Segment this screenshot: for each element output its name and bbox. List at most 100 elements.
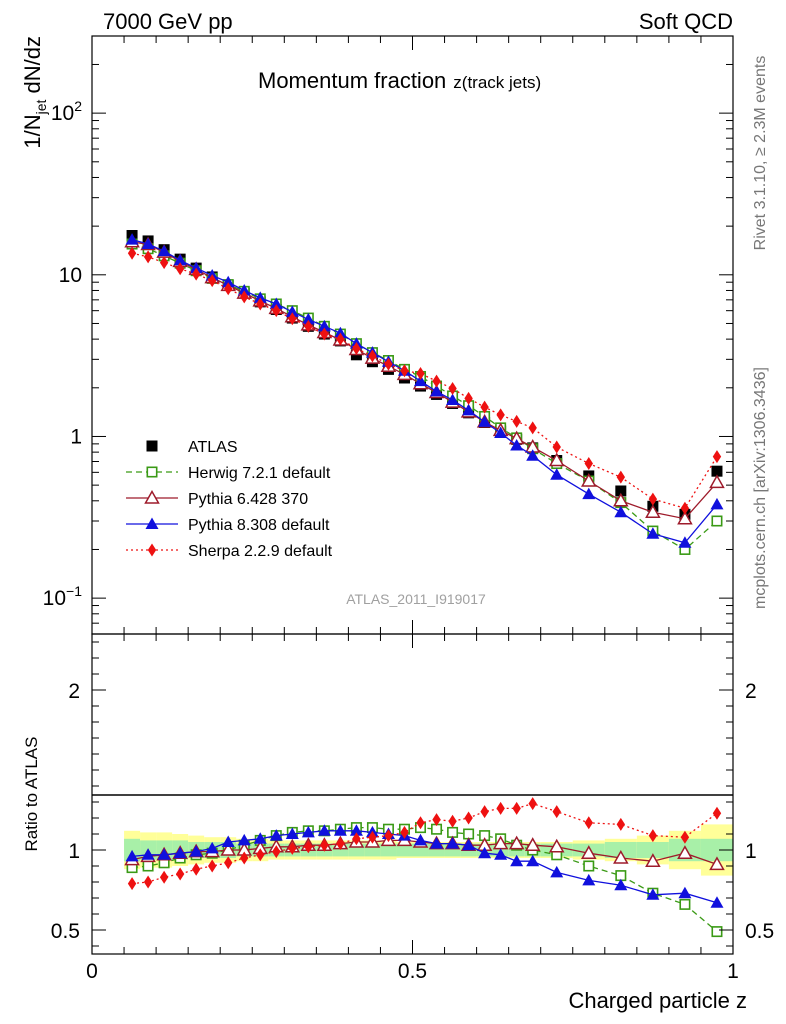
ratio-series-2-point (349, 824, 363, 836)
main-series-3-point (494, 426, 508, 439)
main-series-4-point (240, 290, 249, 304)
main-y-tick-label: 1 (70, 425, 82, 448)
main-series-4-point (552, 440, 561, 454)
legend: ATLAS Herwig 7.2.1 default Pythia 6.428 37… (126, 439, 333, 560)
main-series-4-point (127, 246, 137, 260)
ratio-series-2-point (582, 873, 596, 886)
main-y-label-pre: 1/N (20, 114, 45, 148)
main-series-3-point (189, 261, 203, 274)
ratio-series-3-point (528, 797, 537, 811)
main-series-4-point (496, 408, 505, 422)
main-series-3-point (710, 497, 724, 510)
main-series-0-point (615, 485, 627, 497)
ratio-y-tick-label-right: 1 (745, 840, 757, 863)
main-series-3-point (526, 449, 540, 461)
main-title: Momentum fraction z(track jets) (258, 68, 541, 93)
main-series-4-point (304, 319, 313, 333)
legend-entry-4-label: Sherpa 2.2.9 default (188, 543, 333, 560)
main-series-3-point (221, 275, 235, 288)
main-series-4-point (584, 457, 593, 471)
main-series-3-point (141, 237, 155, 250)
ratio-series-0-point (142, 860, 154, 872)
main-series-4-point (480, 400, 489, 414)
ratio-series-1-point (709, 856, 725, 871)
ratio-y-tick-label-left: 1 (68, 840, 80, 863)
ratio-series-0-point (711, 926, 723, 938)
ratio-series-3-point (496, 801, 505, 815)
main-series-4-point (256, 297, 265, 311)
main-series-4-point (159, 256, 169, 270)
ratio-series-3-point (336, 837, 345, 851)
legend-entry-2-marker (144, 489, 160, 504)
ratio-frame (91, 633, 734, 955)
main-series-3-point (646, 527, 660, 539)
main-series-4-point (680, 501, 690, 515)
main-series-4-point (352, 342, 361, 356)
ratio-inner-band (380, 843, 397, 857)
main-series-3-point (430, 384, 444, 397)
ratio-series-3-point (304, 840, 313, 854)
main-series-4-point (272, 304, 281, 318)
main-series-2-point (580, 473, 597, 487)
ratio-series-2-point (333, 824, 347, 836)
main-series-3-point (237, 283, 251, 296)
x-tick-label: 0.5 (398, 960, 427, 983)
legend-entry-0-label: ATLAS (188, 439, 238, 456)
ratio-y-label: Ratio to ATLAS (22, 737, 41, 852)
main-series-4-point (224, 282, 233, 296)
ratio-series-3-point (512, 801, 521, 815)
main-series-3-point (125, 233, 139, 245)
ratio-series-2-point (157, 848, 171, 860)
main-series-4-point (336, 332, 345, 346)
ratio-y-tick-label-right: 2 (745, 680, 757, 703)
ratio-series-3-point (464, 811, 473, 825)
x-tick-label: 1 (727, 960, 739, 983)
ratio-series-3-point (368, 830, 377, 844)
main-series-4-point (512, 414, 521, 428)
main-y-tick-label-exp: −1 (66, 583, 82, 599)
main-series-4-point (191, 267, 201, 281)
legend-entry-3-marker (145, 517, 159, 529)
ratio-series-2-point (285, 827, 299, 839)
ratio-series-2-point (550, 865, 564, 878)
main-series-4-point (432, 374, 441, 388)
ratio-series-2-point (430, 837, 444, 849)
ratio-series-3-point (432, 813, 441, 827)
ratio-series-2-point (646, 888, 660, 900)
ratio-series-2-point (173, 846, 187, 859)
legend-entry-3: Pythia 8.308 default (126, 517, 330, 534)
main-series-4-point (400, 364, 409, 378)
main-series-1-point (711, 515, 723, 527)
ratio-series-2-point (478, 846, 492, 859)
ratio-series-3-point (320, 838, 329, 852)
ratio-series-2-point (237, 833, 251, 846)
header-right: Soft QCD (639, 9, 733, 34)
ratio-series-1-point (220, 841, 236, 856)
ratio-series-3-point (680, 830, 690, 844)
main-series-4-point (712, 450, 722, 464)
main-series-4-point (384, 357, 393, 371)
legend-entry-4: Sherpa 2.2.9 default (126, 543, 333, 560)
ratio-series-1-point (613, 849, 629, 864)
ratio-series-3-point (712, 806, 722, 820)
main-y-tick-label: 10 (59, 264, 82, 287)
main-y-tick-label: 10−1 (43, 583, 83, 610)
main-series-4-point (648, 492, 658, 506)
ratio-series-3-point (127, 877, 137, 891)
ratio-series-1-point (645, 853, 661, 867)
ratio-series-3-point (288, 841, 297, 855)
main-series-3-point (285, 305, 299, 317)
main-title-sub: z(track jets) (453, 73, 541, 92)
main-series-3-point (478, 415, 492, 427)
main-series-3-point (510, 438, 524, 451)
main-y-label-post: dN/dz (20, 36, 45, 100)
rivet-label: Rivet 3.1.10, ≥ 2.3M events (752, 56, 769, 251)
ratio-series-1-point (548, 838, 565, 853)
ratio-series-0-point (679, 898, 691, 910)
legend-entry-1: Herwig 7.2.1 default (126, 465, 331, 482)
ratio-inner-band (396, 843, 413, 857)
main-series-3-point (301, 312, 315, 325)
main-series-4-point (464, 391, 473, 405)
main-y-tick-label-base: 10 (43, 587, 66, 610)
